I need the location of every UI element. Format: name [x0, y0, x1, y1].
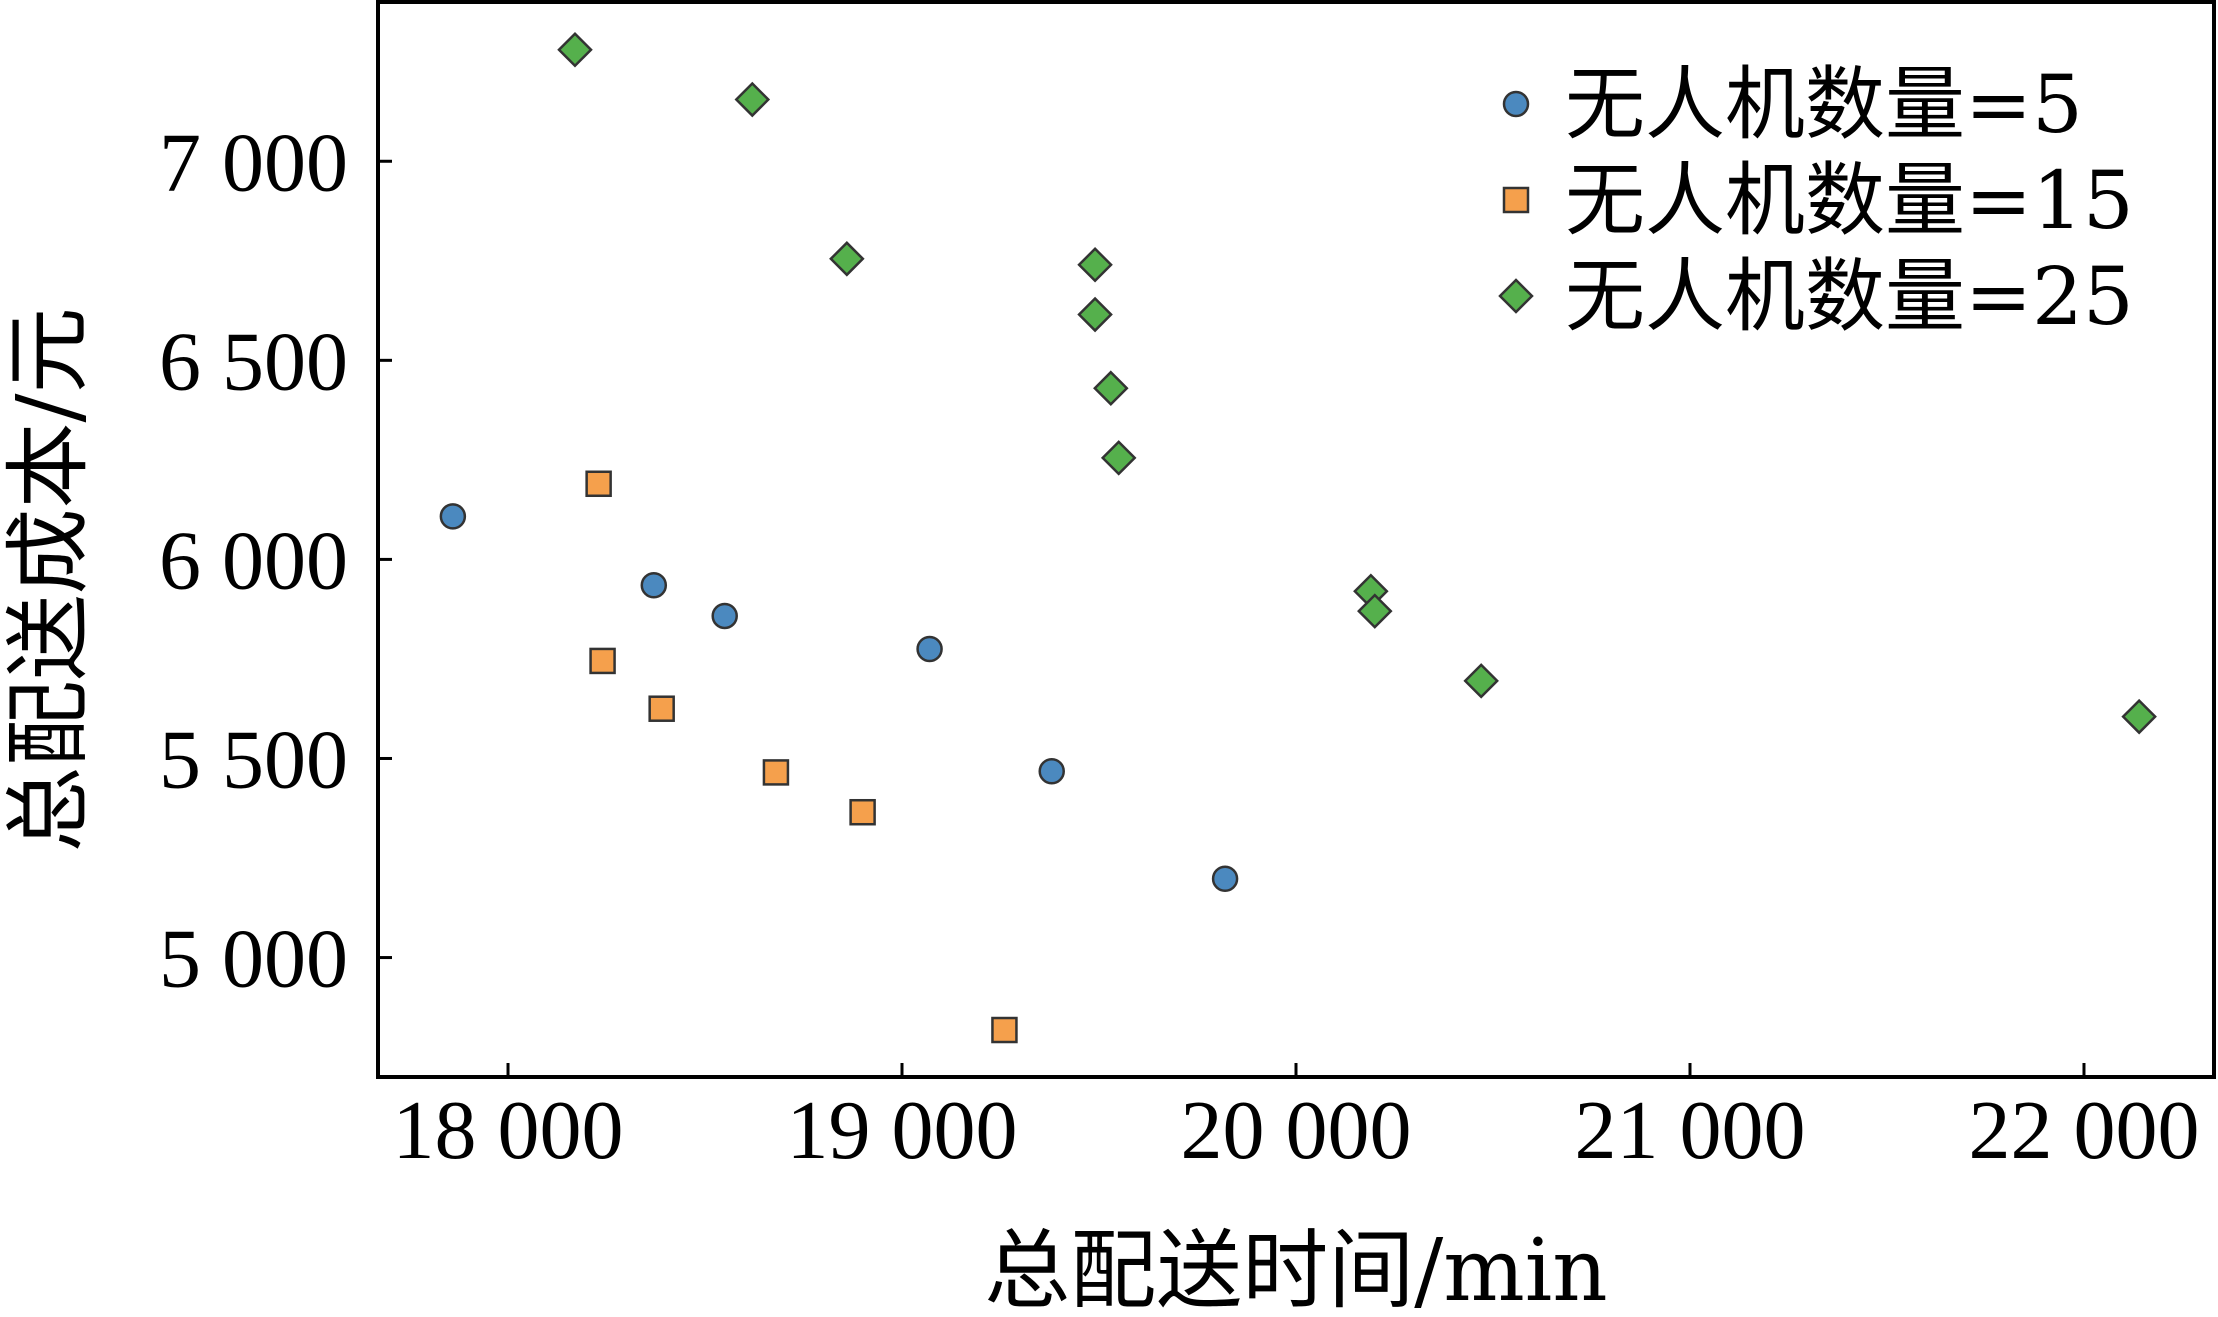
data-point-series-2 [648, 695, 675, 722]
legend-marker-series-2 [1502, 186, 1530, 214]
points-layer [439, 32, 2157, 1044]
x-axis-title: 总配送时间/min [984, 1221, 1607, 1317]
x-tick-label: 21 000 [1574, 1084, 1805, 1177]
y-axis-title: 总配送成本/元 [0, 308, 99, 853]
legend-label-series-2: 无人机数量=15 [1565, 154, 2134, 247]
ticks-layer: 18 000 19 000 20 000 21 000 22 000 5 000 5 500… [159, 116, 2199, 1177]
data-point-series-1 [640, 572, 668, 599]
y-tick-label: 7 000 [159, 116, 348, 209]
data-point-series-1 [1038, 757, 1065, 785]
legend-label-series-1: 无人机数量=5 [1565, 58, 2083, 151]
data-point-series-3 [829, 241, 865, 277]
y-tick-label: 6 500 [159, 315, 348, 408]
data-point-series-3 [734, 81, 771, 118]
data-point-series-3 [1463, 663, 1499, 699]
legend-marker-series-1 [1502, 90, 1530, 118]
data-point-series-2 [589, 647, 616, 675]
x-tick-label: 19 000 [787, 1084, 1018, 1177]
x-tick-label: 18 000 [393, 1084, 624, 1177]
data-point-series-1 [711, 602, 738, 630]
data-point-series-2 [585, 470, 612, 498]
data-point-series-3 [1077, 296, 1113, 333]
data-point-series-3 [557, 32, 593, 68]
y-tick-label: 6 000 [159, 514, 348, 607]
data-point-series-3 [1357, 593, 1393, 629]
data-point-series-3 [2121, 698, 2157, 735]
y-tick-label: 5 000 [159, 913, 348, 1006]
data-point-series-3 [1077, 247, 1113, 283]
legend-label-series-3: 无人机数量=25 [1565, 250, 2134, 343]
y-tick-label: 5 500 [159, 713, 348, 806]
data-point-series-2 [762, 759, 790, 786]
data-point-series-1 [1211, 865, 1239, 892]
data-point-series-1 [916, 635, 943, 663]
data-point-series-3 [1093, 370, 1129, 406]
data-point-series-3 [1100, 440, 1137, 476]
x-tick-label: 20 000 [1181, 1084, 1412, 1177]
data-point-series-2 [849, 798, 876, 826]
x-tick-label: 22 000 [1968, 1084, 2199, 1177]
data-point-series-2 [991, 1016, 1018, 1044]
legend-marker-series-3 [1498, 278, 1534, 314]
plot-frame [376, 0, 2216, 1079]
data-point-series-1 [439, 503, 467, 530]
